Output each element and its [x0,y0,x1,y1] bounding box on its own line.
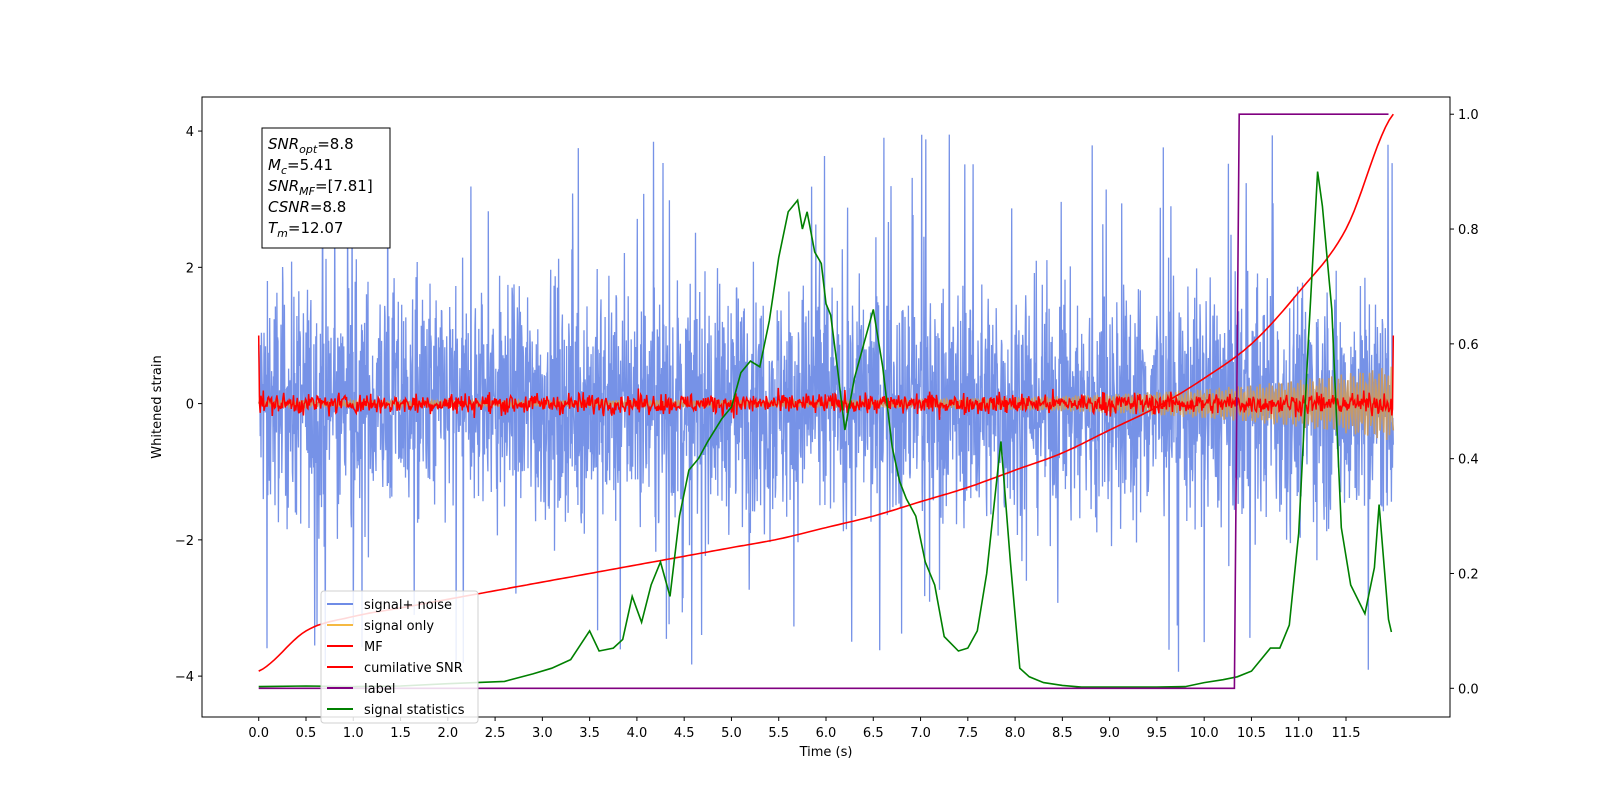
y-right-tick-label: 1.0 [1458,108,1479,123]
x-axis: 0.0 0.5 1.0 1.5 2.0 2.5 3.0 3.5 4.0 4.5 5.0 5.5 6.0 6… [248,717,1360,741]
x-tick-label: 2.5 [485,726,506,741]
y-left-tick-label: 4 [186,125,194,140]
x-tick-label: 2.0 [437,726,458,741]
x-tick-label: 11.0 [1284,726,1313,741]
annotation-frame [261,127,391,249]
x-tick-label: 11.5 [1332,726,1361,741]
x-tick-label: 10.0 [1190,726,1219,741]
x-tick-label: 3.5 [579,726,600,741]
y-axis-right: 0.0 0.2 0.4 0.6 0.8 1.0 [1450,108,1479,697]
legend-label: signal only [364,619,434,634]
legend-label: signal+ noise [364,598,452,613]
x-tick-label: 0.5 [296,726,317,741]
x-tick-label: 1.0 [343,726,364,741]
x-tick-label: 4.5 [674,726,695,741]
legend-frame [320,590,479,724]
x-tick-label: 3.0 [532,726,553,741]
y-left-tick-label: 0 [186,398,194,413]
legend-label: signal statistics [364,703,465,718]
legend: signal+ noise signal only MF cumilative SNR… [320,590,479,724]
legend-label: MF [364,640,383,655]
x-tick-label: 0.0 [248,726,269,741]
x-tick-label: 1.5 [390,726,411,741]
x-axis-label: Time (s) [799,745,853,760]
annotation-line: Tm=12.07 [268,219,343,240]
x-tick-label: 10.5 [1237,726,1266,741]
y-left-tick-label: 2 [186,261,194,276]
y-axis-left: −4 −2 0 2 4 [175,125,202,685]
annotation-line: Mc=5.41 [268,156,333,177]
series-mf [257,335,1395,420]
legend-label: label [364,682,395,697]
annotation-line: SNRMF=[7.81] [268,177,373,198]
x-tick-label: 8.5 [1052,726,1073,741]
x-tick-label: 9.5 [1147,726,1168,741]
annotation-line: CSNR=8.8 [268,198,346,216]
x-tick-label: 6.5 [863,726,884,741]
y-right-tick-label: 0.2 [1458,567,1479,582]
x-tick-label: 4.0 [627,726,648,741]
annotation-line: SNRopt=8.8 [268,135,354,156]
series-label [258,113,1389,690]
y-right-tick-label: 0.8 [1458,223,1479,238]
x-tick-label: 5.0 [721,726,742,741]
y-right-tick-label: 0.0 [1458,682,1479,697]
x-tick-label: 7.0 [910,726,931,741]
x-tick-label: 7.5 [957,726,978,741]
legend-label: cumilative SNR [364,661,463,676]
y-left-tick-label: −4 [175,670,194,685]
x-tick-label: 5.5 [768,726,789,741]
y-axis-label: Whitened strain [150,355,165,458]
x-tick-label: 9.0 [1099,726,1120,741]
y-left-tick-label: −2 [175,534,194,549]
y-right-tick-label: 0.4 [1458,453,1479,468]
y-right-tick-label: 0.6 [1458,338,1479,353]
x-tick-label: 6.0 [816,726,837,741]
x-tick-label: 8.0 [1005,726,1026,741]
series-signal-plus-noise [258,134,1394,672]
series-signal-statistics [258,171,1393,688]
